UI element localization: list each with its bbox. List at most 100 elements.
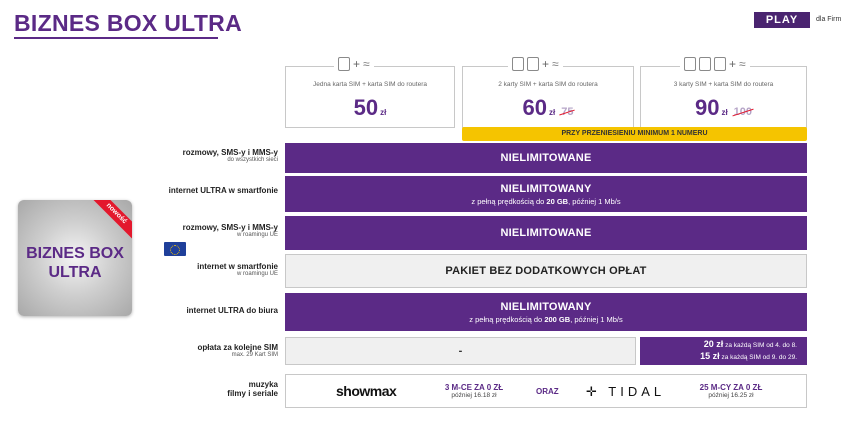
- fee-tier-1-price: 20 zł: [703, 339, 724, 349]
- plan-description: 2 karty SIM + karta SIM do routera: [498, 81, 598, 88]
- row-note-post: , później 1 Mb/s: [568, 196, 621, 206]
- row-label-sub: w roamingu UE: [236, 271, 278, 277]
- tidal-offer: 25 M-CY ZA 0 ZŁ później 16.25 zł: [686, 383, 776, 399]
- row-label-office-internet: internet ULTRA do biura: [140, 306, 278, 315]
- fee-tier-2-price: 15 zł: [700, 351, 720, 361]
- plan-description: Jedna karta SIM + karta SIM do routera: [313, 81, 427, 88]
- price-value: 90: [694, 95, 720, 120]
- wifi-icon: ≈: [552, 57, 559, 71]
- tidal-offer-title: 25 M-CY ZA 0 ZŁ: [699, 383, 763, 392]
- play-logo: PLAY: [754, 12, 810, 28]
- music-row: showmax 3 M-CE ZA 0 ZŁ później 16.18 zł …: [285, 374, 807, 408]
- row-label-sub: do wszystkich sieci: [227, 157, 278, 163]
- row-label-main: internet ULTRA do biura: [186, 306, 278, 315]
- plan-icons-2: + ≈: [508, 55, 563, 73]
- page-title: BIZNES BOX ULTRA: [14, 10, 242, 36]
- row-note: z pełną prędkością do 200 GB, później 1 …: [469, 315, 622, 324]
- sim-card-icon: [512, 57, 524, 71]
- row-note-bold: 20 GB: [546, 196, 569, 206]
- row-note: z pełną prędkością do 20 GB, później 1 M…: [471, 197, 620, 206]
- row-note-pre: z pełną prędkością do: [471, 196, 547, 206]
- row-label-roaming-calls: rozmowy, SMS-y i MMS-y w roamingu UE: [140, 223, 278, 238]
- price-currency: zł: [721, 108, 728, 117]
- row-note-pre: z pełną prędkością do: [469, 314, 545, 324]
- promo-banner: PRZY PRZENIESIENIU MINIMUM 1 NUMERU: [462, 127, 807, 141]
- product-box-line2: ULTRA: [48, 264, 102, 281]
- plus-icon: +: [353, 57, 361, 71]
- fee-tier-1-text: za każdą SIM od 4. do 8.: [723, 342, 797, 349]
- sim-card-icon: [684, 57, 696, 71]
- product-box-line1: BIZNES BOX: [26, 245, 124, 262]
- plus-icon: +: [729, 57, 737, 71]
- fee-tier-1: 20 zł za każdą SIM od 4. do 8.: [704, 339, 797, 351]
- row-label-main: rozmowy, SMS-y i MMS-y: [182, 148, 278, 157]
- sim-card-icon: [338, 57, 350, 71]
- plan-card-1: Jedna karta SIM + karta SIM do routera 5…: [285, 66, 455, 128]
- row-value-roaming-internet: PAKIET BEZ DODATKOWYCH OPŁAT: [285, 254, 807, 288]
- row-label-main: internet ULTRA w smartfonie: [168, 186, 278, 195]
- price-currency: zł: [549, 108, 556, 117]
- row-label-sub: max. 29 Kart SIM: [231, 352, 278, 358]
- plus-icon: +: [542, 57, 550, 71]
- plan-price: 50 zł: [286, 95, 454, 121]
- fee-tier-2: 15 zł za każdą SIM od 9. do 29.: [700, 351, 797, 363]
- price-value: 50: [353, 95, 379, 120]
- sim-card-icon: [527, 57, 539, 71]
- wifi-icon: ≈: [739, 57, 746, 71]
- row-note-bold: 200 GB: [544, 314, 571, 324]
- tidal-offer-after: później 16.25 zł: [708, 392, 754, 399]
- row-label-sub: w roamingu UE: [236, 232, 278, 238]
- row-label-main-2: filmy i seriale: [227, 389, 278, 398]
- row-value-calls: NIELIMITOWANE: [285, 143, 807, 173]
- new-badge: nowość: [90, 200, 132, 240]
- title-underline: [14, 37, 218, 39]
- row-value: NIELIMITOWANY: [500, 182, 592, 195]
- tidal-icon: ✛: [586, 384, 601, 399]
- row-label-main: rozmowy, SMS-y i MMS-y: [182, 223, 278, 232]
- price-value: 60: [522, 95, 547, 120]
- eu-flag-icon: [164, 242, 186, 256]
- row-value-roaming-calls: NIELIMITOWANE: [285, 216, 807, 250]
- row-label-internet-ultra: internet ULTRA w smartfonie: [140, 186, 278, 195]
- row-value: NIELIMITOWANE: [500, 152, 592, 164]
- row-value: PAKIET BEZ DODATKOWYCH OPŁAT: [445, 265, 647, 277]
- showmax-offer-title: 3 M-CE ZA 0 ZŁ: [444, 383, 504, 392]
- plan-description: 3 karty SIM + karta SIM do routera: [673, 81, 774, 88]
- price-currency: zł: [380, 108, 387, 117]
- row-label-music: muzyka filmy i seriale: [140, 380, 278, 398]
- fee-value: -: [285, 337, 636, 365]
- showmax-logo: showmax: [336, 383, 397, 399]
- old-price: 100: [733, 106, 753, 118]
- oraz-label: ORAZ: [536, 387, 559, 396]
- plan-price: 90 zł 100: [641, 95, 806, 121]
- plan-card-3: 3 karty SIM + karta SIM do routera 90 zł 1…: [640, 66, 807, 128]
- row-value-office-internet: NIELIMITOWANY z pełną prędkością do 200 …: [285, 293, 807, 331]
- row-label-main: muzyka: [248, 380, 278, 389]
- row-value-internet-ultra: NIELIMITOWANY z pełną prędkością do 20 G…: [285, 176, 807, 212]
- showmax-offer-after: później 16.18 zł: [451, 392, 497, 399]
- fee-tier-2-text: za każdą SIM od 9. do 29.: [719, 354, 797, 361]
- old-price: 75: [561, 106, 574, 118]
- plan-card-2: 2 karty SIM + karta SIM do routera 60 zł 7…: [462, 66, 634, 128]
- plan-icons-1: + ≈: [334, 55, 374, 73]
- row-label-main: internet w smartfonie: [197, 262, 278, 271]
- row-value: NIELIMITOWANE: [500, 227, 592, 239]
- sim-card-icon: [714, 57, 726, 71]
- tidal-name: TIDAL: [608, 384, 666, 399]
- plan-price: 60 zł 75: [463, 95, 633, 121]
- showmax-offer: 3 M-CE ZA 0 ZŁ później 16.18 zł: [434, 383, 514, 399]
- plan-icons-3: + ≈: [680, 55, 750, 73]
- sim-card-icon: [699, 57, 711, 71]
- wifi-icon: ≈: [363, 57, 370, 71]
- row-label-fee: opłata za kolejne SIM max. 29 Kart SIM: [140, 343, 278, 358]
- tidal-logo: ✛ TIDAL: [586, 384, 665, 400]
- product-box-image: nowość BIZNES BOX ULTRA: [18, 200, 132, 316]
- row-value: NIELIMITOWANY: [500, 300, 592, 313]
- row-label-main: opłata za kolejne SIM: [197, 343, 278, 352]
- logo-subtitle: dla Firm: [816, 16, 842, 23]
- product-box-label: BIZNES BOX ULTRA: [18, 244, 132, 282]
- fee-tiers: 20 zł za każdą SIM od 4. do 8. 15 zł za …: [640, 337, 807, 365]
- row-label-roaming-internet: internet w smartfonie w roamingu UE: [140, 262, 278, 277]
- row-note-post: , później 1 Mb/s: [570, 314, 623, 324]
- row-label-calls: rozmowy, SMS-y i MMS-y do wszystkich sie…: [140, 148, 278, 163]
